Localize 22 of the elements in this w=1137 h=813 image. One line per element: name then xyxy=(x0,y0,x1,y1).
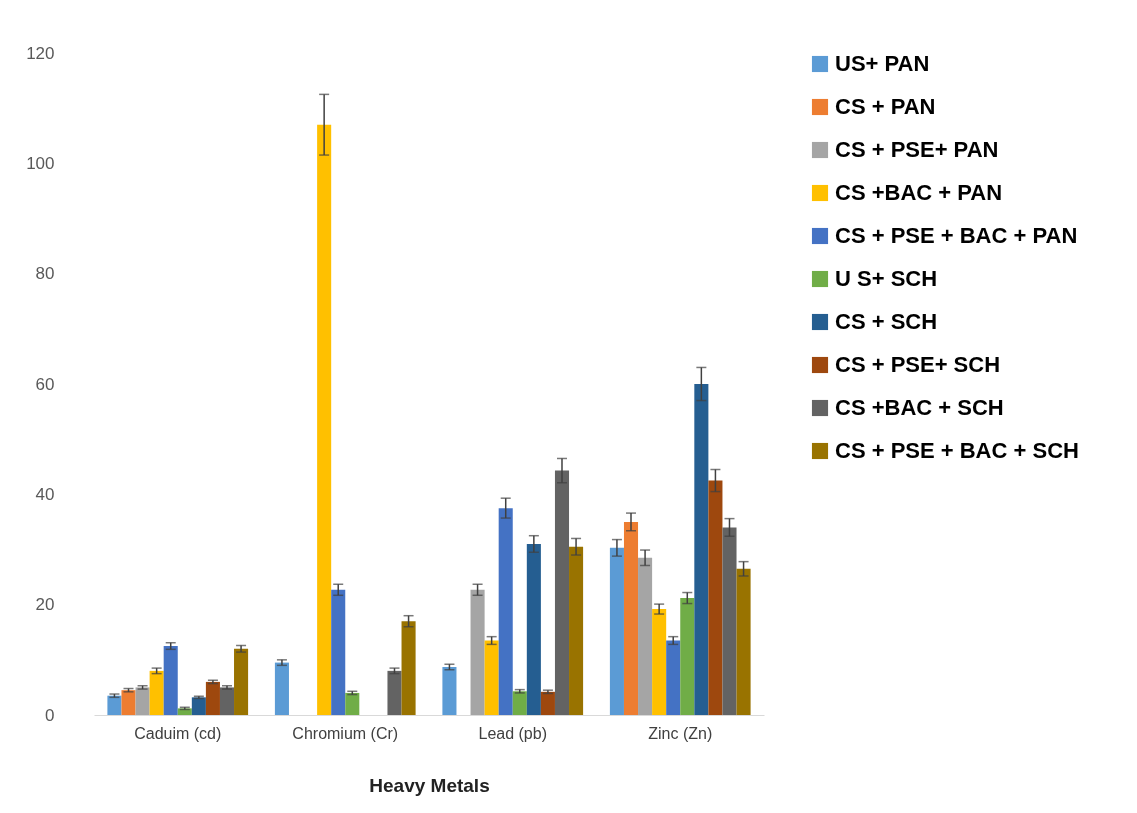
y-tick-label: 80 xyxy=(35,264,55,284)
x-tick-label: Zinc (Zn) xyxy=(648,724,713,742)
x-tick-label: Lead (pb) xyxy=(478,724,547,742)
y-tick-label: 120 xyxy=(26,43,55,63)
legend-label: CS + PSE + BAC + SCH xyxy=(835,438,1079,463)
y-tick-label: 60 xyxy=(35,374,55,394)
legend-label: CS +BAC + SCH xyxy=(835,395,1004,420)
legend-label: CS +BAC + PAN xyxy=(835,180,1003,205)
legend-label: U S+ SCH xyxy=(835,266,938,291)
legend-label: CS + PAN xyxy=(835,94,936,119)
y-tick-label: 40 xyxy=(35,484,55,504)
legend-label: CS + PSE+ PAN xyxy=(835,137,999,162)
x-axis-title: Heavy Metals xyxy=(369,774,490,796)
x-tick-label: Chromium (Cr) xyxy=(292,724,399,742)
y-tick-label: 0 xyxy=(45,705,55,725)
y-tick-label: 100 xyxy=(26,153,55,173)
legend-label: CS + PSE+ SCH xyxy=(835,352,1001,377)
y-tick-label: 20 xyxy=(35,595,55,615)
legend-label: CS + PSE + BAC + PAN xyxy=(835,223,1078,248)
legend-label: CS + SCH xyxy=(835,309,938,334)
x-tick-label: Caduim (cd) xyxy=(134,724,222,742)
legend-label: US+ PAN xyxy=(835,51,930,76)
